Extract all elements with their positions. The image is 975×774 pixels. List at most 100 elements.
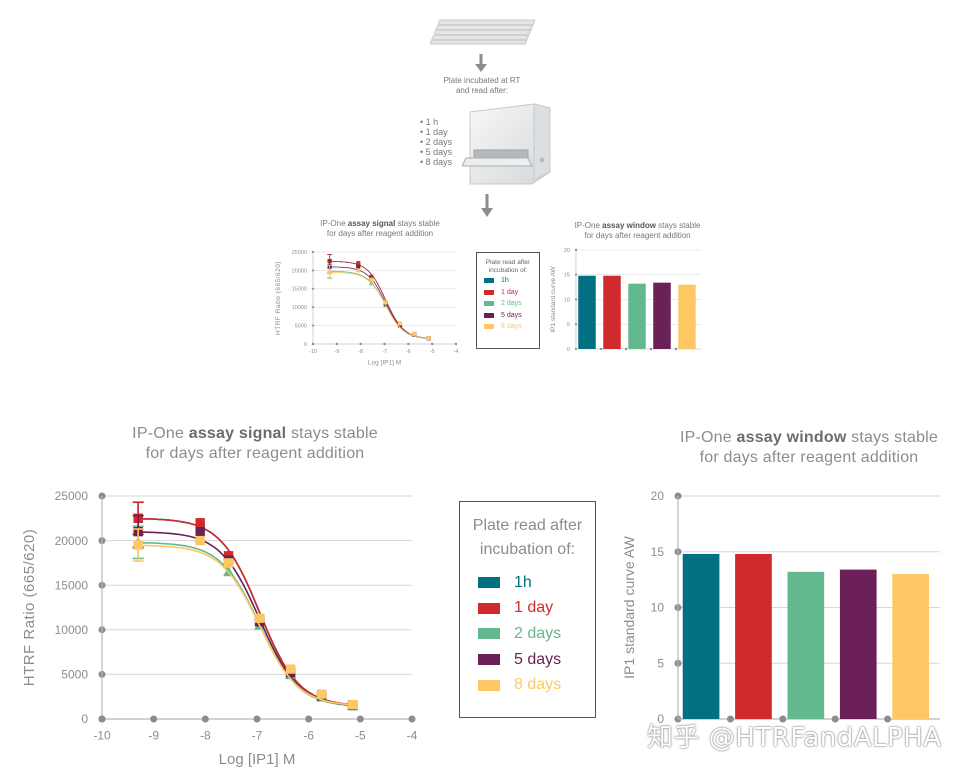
y-tick-label: 20: [564, 248, 570, 254]
x-tick-label: -8: [358, 349, 363, 355]
x-tick-label: -10: [309, 349, 317, 355]
legend-swatch: [478, 679, 500, 691]
x-tick-mark: [408, 715, 416, 723]
data-point: [223, 558, 234, 568]
window-chart-title: IP-One assay window stays stable for day…: [679, 429, 939, 466]
y-tick-label: 15: [651, 545, 665, 559]
x-axis-label: Log [IP1] M: [368, 359, 401, 366]
mini-legend-item: 1 day: [477, 287, 539, 299]
window-chart: 0 5 10 15 20 IP1 standard curve AW: [621, 489, 940, 726]
watermark: 知乎 @HTRFandALPHA: [647, 723, 942, 753]
data-point: [412, 331, 417, 336]
mini-legend-swatch: [484, 289, 494, 295]
x-tick-mark: [253, 715, 261, 723]
y-tick-label: 5: [567, 322, 570, 328]
fit-curve-2-days: [138, 541, 353, 707]
data-point: [356, 261, 361, 266]
mini-legend-swatch: [484, 301, 494, 307]
x-tick-mark: [335, 342, 339, 346]
legend-item: 5 days: [460, 647, 595, 673]
mini-window-chart: 0 5 10 15 20 IP1 standard curve AW: [550, 248, 701, 353]
time-point: • 2 days: [420, 137, 453, 147]
data-point: [426, 336, 431, 341]
x-tick-mark: [624, 347, 628, 351]
data-point: [327, 270, 332, 275]
microplate-icon: [430, 19, 535, 45]
x-tick-mark: [599, 347, 603, 351]
data-point: [383, 300, 388, 305]
x-tick-mark: [779, 715, 787, 723]
mini-legend-swatch: [484, 278, 494, 284]
y-tick-label: 10: [651, 601, 665, 615]
x-tick-label: -6: [303, 728, 314, 742]
data-point: [254, 613, 265, 623]
bar-5-days: [839, 569, 877, 719]
data-point: [133, 540, 143, 550]
x-tick-mark: [359, 342, 362, 346]
x-tick-mark: [98, 715, 106, 723]
bar-1h: [578, 275, 596, 349]
y-tick-label: 5000: [61, 668, 88, 682]
signal-chart-title: IP-One assay signal stays stable for day…: [132, 425, 378, 462]
x-tick-label: -4: [454, 349, 459, 355]
x-tick-mark: [311, 342, 315, 346]
legend-label: 1 day: [514, 599, 554, 617]
mini-legend-item: 2 days: [477, 298, 539, 310]
legend: Plate read after incubation of: 1h 1 day…: [459, 501, 596, 718]
y-tick-label: 20000: [292, 268, 307, 274]
bar-1h: [682, 553, 720, 719]
down-arrow-icon: [481, 194, 493, 217]
x-tick-label: -9: [148, 728, 159, 742]
x-tick-label: -4: [407, 728, 418, 742]
y-tick-label: 25000: [292, 250, 307, 256]
x-tick-label: -8: [200, 728, 211, 742]
x-tick-mark: [383, 342, 386, 346]
legend-item: 8 days: [460, 672, 595, 698]
mini-legend-item: 8 days: [477, 321, 539, 333]
data-point: [285, 664, 296, 674]
mini-window-title: IP-One assay window stays stable for day…: [574, 221, 701, 240]
signal-chart: 0 5000 10000 15000 20000 25000 -10 -9 -8 -7 -6 -5 -4…: [21, 489, 418, 768]
mini-legend-swatch: [484, 324, 494, 330]
mini-legend-label: 2 days: [501, 300, 522, 308]
time-point: • 1 day: [420, 127, 448, 137]
y-tick-label: 20000: [55, 534, 89, 548]
time-point: • 1 h: [420, 117, 439, 127]
y-tick-label: 15: [564, 273, 570, 279]
y-tick-label: 20: [651, 489, 665, 503]
fit-curve-1-day: [138, 517, 353, 706]
x-tick-mark: [884, 715, 892, 723]
y-tick-label: 15000: [55, 578, 89, 592]
y-tick-label: 0: [81, 712, 88, 726]
y-tick-label: 5: [657, 656, 664, 670]
bar-2-days: [628, 283, 646, 349]
time-point: • 5 days: [420, 147, 453, 157]
mini-legend-item: 1h: [477, 275, 539, 287]
y-tick-label: 25000: [55, 489, 89, 503]
incubation-caption: Plate incubated at RT and read after:: [443, 76, 521, 95]
x-tick-mark: [454, 342, 458, 346]
x-tick-label: -10: [93, 728, 111, 742]
data-point: [195, 535, 205, 546]
legend-swatch: [478, 602, 500, 614]
fit-curve-5-days: [329, 266, 429, 339]
x-tick-label: -7: [252, 728, 263, 742]
y-axis-label: IP1 standard curve AW: [550, 266, 557, 333]
x-tick-mark: [674, 347, 678, 351]
fit-curve-8-days: [138, 544, 353, 706]
x-tick-label: -6: [406, 349, 411, 355]
x-tick-mark: [201, 715, 209, 723]
x-tick-label: -7: [382, 349, 387, 355]
bar-8-days: [892, 574, 929, 719]
x-tick-mark: [150, 715, 158, 723]
legend-label: 2 days: [514, 624, 562, 642]
mini-legend: Plate read after incubation of: 1h 1 day 2 …: [476, 252, 540, 349]
y-tick-label: 0: [304, 342, 307, 348]
legend-label: 1h: [514, 573, 532, 591]
mini-legend-label: 5 days: [501, 311, 522, 319]
legend-item: 2 days: [460, 621, 595, 647]
time-point: • 8 days: [420, 157, 453, 167]
x-tick-label: -5: [355, 728, 366, 742]
bar-1-day: [603, 275, 621, 349]
data-point: [397, 321, 403, 326]
